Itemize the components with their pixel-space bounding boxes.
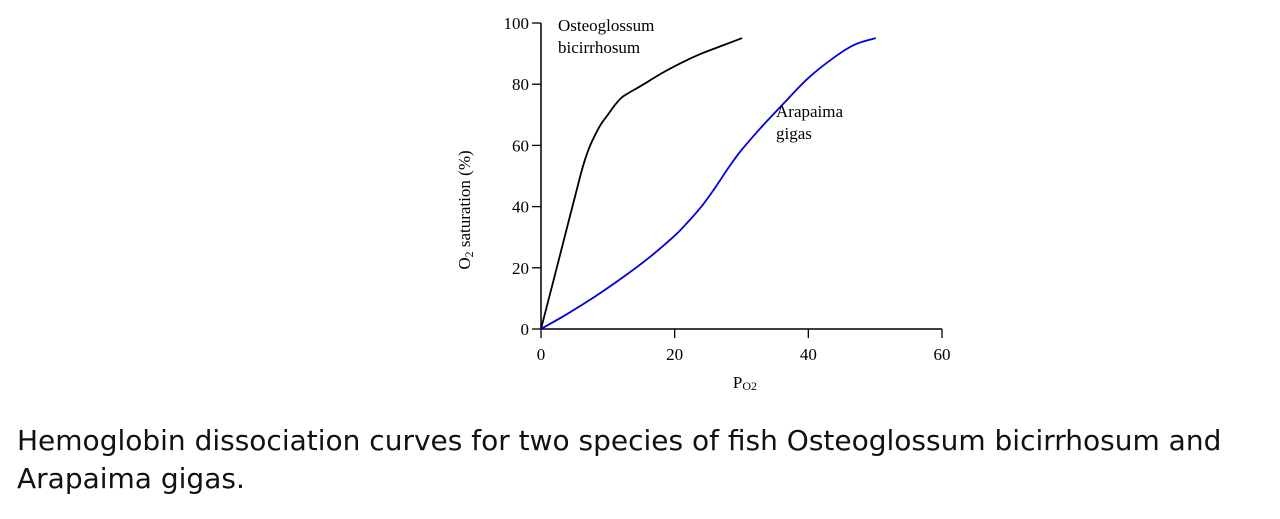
x-tick-label: 0: [537, 345, 546, 364]
x-axis-label-subscript: O2: [742, 379, 757, 393]
ticks: 0 20 40 60 80 100 0 20 40 60: [504, 14, 951, 364]
y-tick-label: 0: [521, 320, 530, 339]
arapaima-label-line: gigas: [776, 124, 812, 143]
series-lines: [540, 37, 877, 330]
osteoglossum-curve: [540, 37, 743, 330]
x-tick-label: 20: [666, 345, 683, 364]
arapaima-label: Arapaima gigas: [776, 102, 843, 143]
arapaima-curve: [540, 37, 877, 330]
osteoglossum-label: Osteoglossum bicirrhosum: [558, 16, 654, 57]
y-tick-label: 40: [512, 198, 529, 217]
x-tick-label: 40: [800, 345, 817, 364]
y-tick-label: 100: [504, 14, 530, 33]
y-axis-label-subscript: 2: [462, 251, 476, 257]
y-axis-label: O2 saturation (%): [455, 150, 476, 269]
osteoglossum-label-line: bicirrhosum: [558, 38, 640, 57]
osteoglossum-label-line: Osteoglossum: [558, 16, 654, 35]
dissociation-chart: 0 20 40 60 80 100 0 20 40 60 Osteoglossum bicirrho…: [455, 14, 951, 393]
x-tick-label: 60: [934, 345, 951, 364]
y-tick-label: 60: [512, 136, 529, 155]
figure-caption: Hemoglobin dissociation curves for two s…: [17, 424, 1222, 495]
y-axis-label-rest: saturation (%): [455, 150, 474, 251]
y-tick-label: 80: [512, 75, 529, 94]
axes: [540, 23, 942, 330]
series-labels: Osteoglossum bicirrhosum Arapaima gigas: [558, 16, 843, 143]
arapaima-label-line: Arapaima: [776, 102, 843, 121]
y-tick-label: 20: [512, 259, 529, 278]
x-axis-label: PO2: [733, 373, 757, 393]
